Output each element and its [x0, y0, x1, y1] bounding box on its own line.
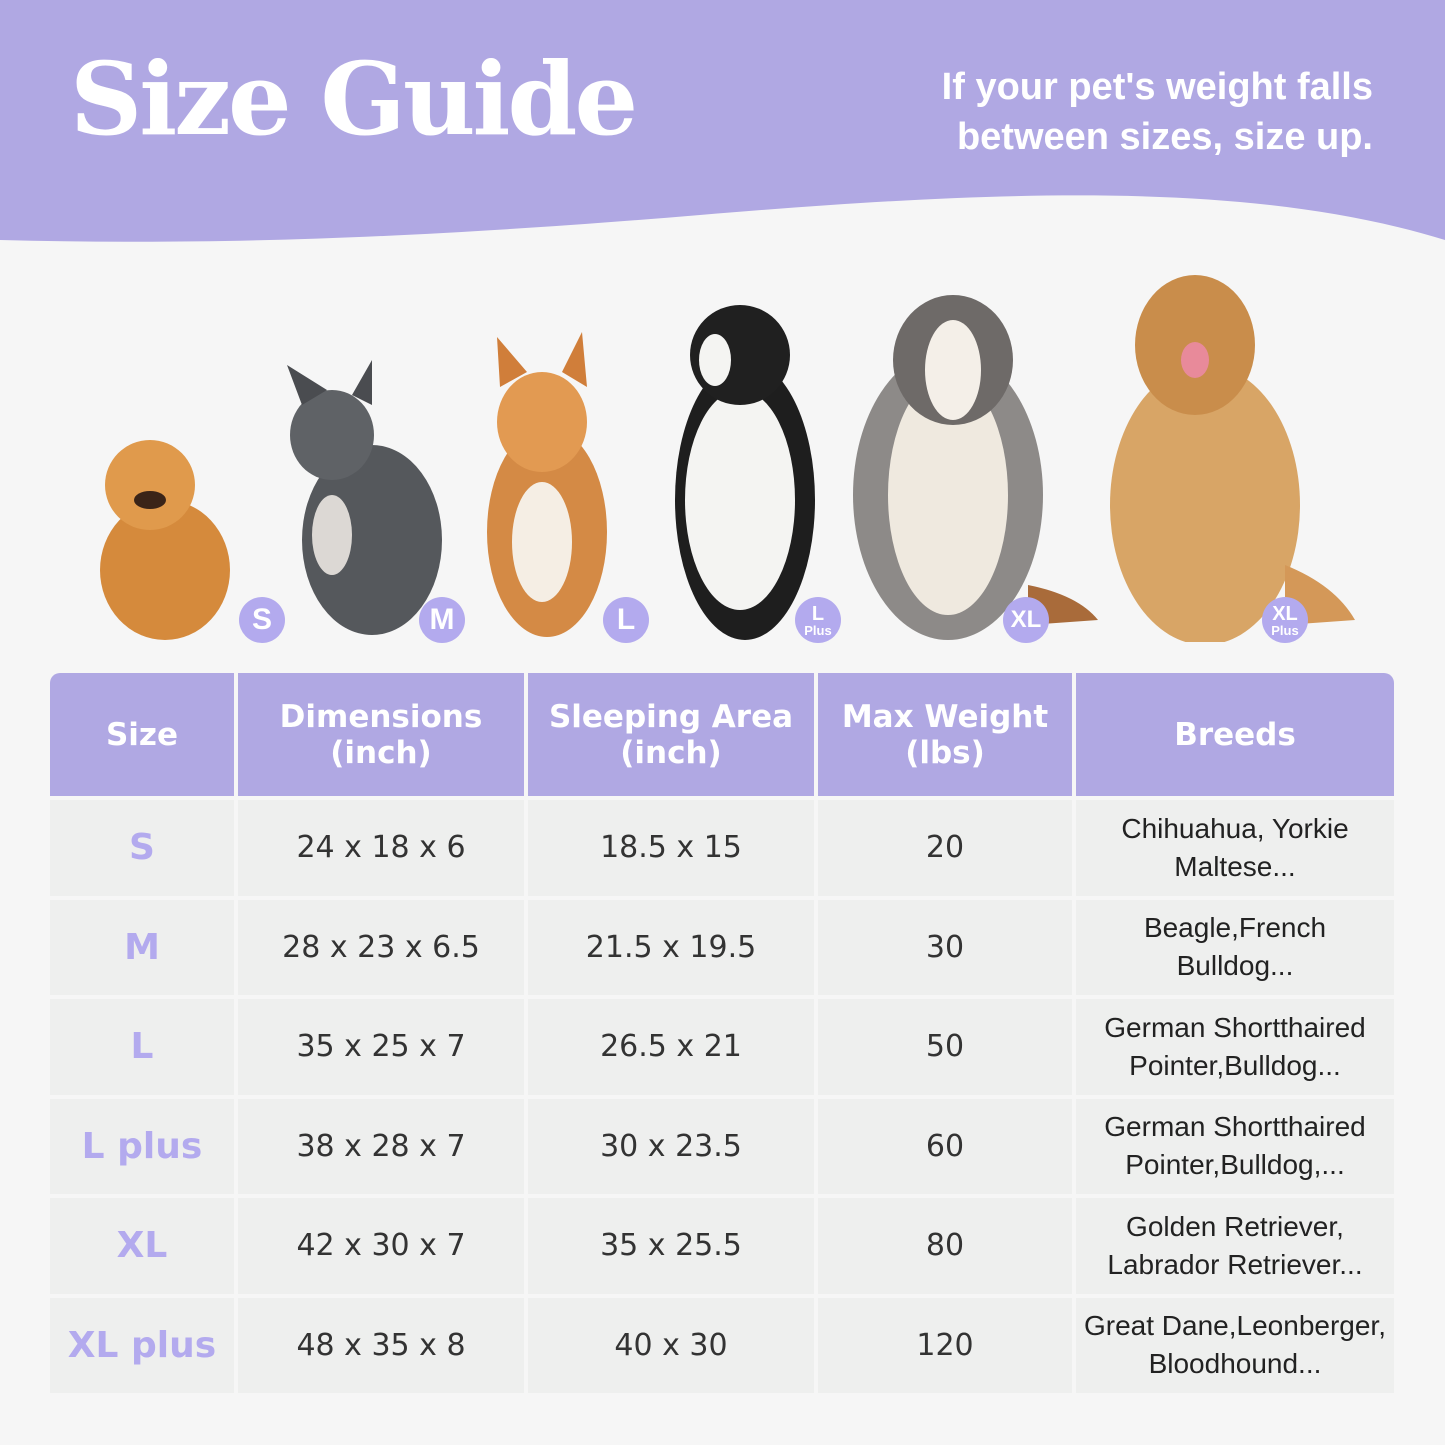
- tip-line-1: If your pet's weight falls: [941, 66, 1373, 108]
- header-text: Max Weight: [841, 698, 1049, 735]
- breeds-line-1: German Shortthaired: [1104, 1011, 1366, 1043]
- shiba-inu-image: [487, 332, 607, 637]
- badge-label: L: [616, 603, 636, 636]
- dimensions-cell: 24 x 18 x 6: [238, 800, 524, 896]
- header-text: Size: [105, 716, 179, 753]
- table-row: S 24 x 18 x 6 18.5 x 15 20 Chihuahua, Yo…: [50, 800, 1394, 896]
- size-badge-xl: XL: [1003, 597, 1049, 643]
- header-text: Breeds: [1174, 716, 1296, 753]
- badge-label: L: [811, 602, 825, 625]
- page-title: Size Guide: [70, 40, 638, 158]
- header-sleeping-area: Sleeping Area (inch): [528, 673, 814, 796]
- size-cell: L: [50, 999, 234, 1095]
- header-text: Dimensions: [279, 698, 483, 735]
- header-max-weight: Max Weight (lbs): [818, 673, 1072, 796]
- size-badge-m: M: [419, 597, 465, 643]
- breeds-cell: German Shortthaired Pointer,Bulldog,...: [1076, 1098, 1394, 1194]
- breeds-cell: German Shortthaired Pointer,Bulldog...: [1076, 999, 1394, 1095]
- header-unit: (inch): [330, 734, 432, 771]
- sleeping-area-cell: 26.5 x 21: [528, 999, 814, 1095]
- header-dimensions: Dimensions (inch): [238, 673, 524, 796]
- max-weight-cell: 80: [818, 1198, 1072, 1294]
- max-weight-cell: 50: [818, 999, 1072, 1095]
- badge-sub-label: Plus: [804, 622, 832, 638]
- breeds-line-2: Pointer,Bulldog,...: [1125, 1149, 1345, 1181]
- breeds-line-2: Labrador Retriever...: [1107, 1248, 1363, 1280]
- table-row: XL plus 48 x 35 x 8 40 x 30 120 Great Da…: [50, 1297, 1394, 1393]
- badge-sub-label: Plus: [1271, 622, 1299, 638]
- header-text: Sleeping Area: [548, 698, 794, 735]
- sizing-tip: If your pet's weight falls between sizes…: [942, 62, 1373, 162]
- table-row: L plus 38 x 28 x 7 30 x 23.5 60 German S…: [50, 1098, 1394, 1194]
- header-unit: (lbs): [905, 734, 985, 771]
- max-weight-cell: 30: [818, 899, 1072, 995]
- sleeping-area-cell: 21.5 x 19.5: [528, 899, 814, 995]
- size-cell: M: [50, 899, 234, 995]
- sleeping-area-cell: 30 x 23.5: [528, 1098, 814, 1194]
- sleeping-area-cell: 35 x 25.5: [528, 1198, 814, 1294]
- golden-retriever-image: [1110, 275, 1355, 642]
- breeds-line-1: Chihuahua, Yorkie: [1121, 812, 1349, 844]
- australian-shepherd-image: [853, 295, 1098, 640]
- breeds-line-1: Great Dane,Leonberger,: [1084, 1310, 1386, 1342]
- sleeping-area-cell: 40 x 30: [528, 1297, 814, 1393]
- max-weight-cell: 60: [818, 1098, 1072, 1194]
- breeds-cell: Chihuahua, Yorkie Maltese...: [1076, 800, 1394, 896]
- breeds-cell: Beagle,French Bulldog...: [1076, 899, 1394, 995]
- header-unit: (inch): [620, 734, 722, 771]
- dimensions-cell: 35 x 25 x 7: [238, 999, 524, 1095]
- dimensions-cell: 48 x 35 x 8: [238, 1297, 524, 1393]
- breeds-line-1: Golden Retriever,: [1126, 1210, 1344, 1242]
- sleeping-area-cell: 18.5 x 15: [528, 800, 814, 896]
- header-breeds: Breeds: [1076, 673, 1394, 796]
- max-weight-cell: 120: [818, 1297, 1072, 1393]
- size-badge-s: S: [239, 597, 285, 643]
- badge-label: XL: [1272, 602, 1298, 625]
- dimensions-cell: 42 x 30 x 7: [238, 1198, 524, 1294]
- size-badge-l: L: [603, 597, 649, 643]
- border-collie-image: [675, 305, 815, 640]
- breeds-line-1: Beagle,French: [1143, 912, 1327, 944]
- breeds-cell: Great Dane,Leonberger, Bloodhound...: [1076, 1297, 1394, 1393]
- breeds-cell: Golden Retriever, Labrador Retriever...: [1076, 1198, 1394, 1294]
- max-weight-cell: 20: [818, 800, 1072, 896]
- size-cell: L plus: [50, 1098, 234, 1194]
- breeds-line-2: Bloodhound...: [1148, 1348, 1322, 1380]
- breeds-line-2: Maltese...: [1174, 850, 1296, 882]
- header-size: Size: [50, 673, 234, 796]
- breeds-line-2: Pointer,Bulldog...: [1129, 1049, 1341, 1081]
- french-bulldog-image: [287, 360, 442, 635]
- pomeranian-image: [100, 440, 230, 640]
- table-header-row: Size Dimensions (inch) Sleeping Area (inch…: [50, 673, 1394, 796]
- dimensions-cell: 28 x 23 x 6.5: [238, 899, 524, 995]
- size-cell: XL plus: [50, 1297, 234, 1393]
- table-row: XL 42 x 30 x 7 35 x 25.5 80 Golden Retri…: [50, 1198, 1394, 1294]
- size-cell: XL: [50, 1198, 234, 1294]
- badge-label: S: [251, 603, 272, 636]
- header-banner: [0, 0, 1445, 242]
- size-badge-l-plus: L Plus: [795, 597, 841, 643]
- breeds-line-2: Bulldog...: [1176, 950, 1294, 982]
- dimensions-cell: 38 x 28 x 7: [238, 1098, 524, 1194]
- size-table: Size Dimensions (inch) Sleeping Area (inch…: [50, 673, 1394, 1397]
- badge-label: XL: [1010, 606, 1042, 633]
- breeds-line-1: German Shortthaired: [1104, 1111, 1366, 1143]
- table-row: L 35 x 25 x 7 26.5 x 21 50 German Shortt…: [50, 999, 1394, 1095]
- table-row: M 28 x 23 x 6.5 21.5 x 19.5 30 Beagle,Fr…: [50, 899, 1394, 995]
- tip-line-2: between sizes, size up.: [956, 116, 1373, 158]
- size-badge-xl-plus: XL Plus: [1262, 597, 1308, 643]
- size-cell: S: [50, 800, 234, 896]
- badge-label: M: [429, 603, 455, 636]
